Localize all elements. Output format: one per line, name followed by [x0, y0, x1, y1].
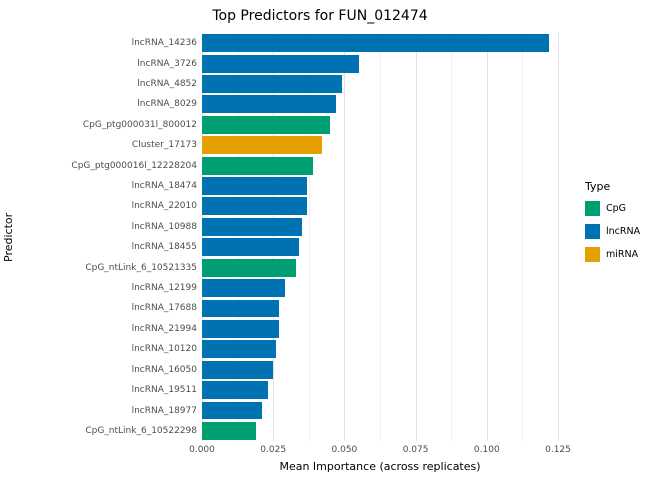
gridline-minor	[380, 33, 381, 441]
bar-row	[202, 257, 558, 277]
y-tick-label: lncRNA_18977	[131, 405, 197, 416]
gridline-minor	[237, 33, 239, 441]
legend-swatch-lncrna	[585, 224, 600, 239]
gridline-minor	[451, 33, 453, 441]
y-tick-label: CpG_ntLink_6_10522298	[85, 425, 197, 436]
bar-row	[202, 176, 558, 196]
gridline-major	[415, 33, 417, 441]
y-tick-label: lncRNA_18455	[131, 242, 197, 253]
bar-row	[202, 155, 558, 175]
bar	[202, 238, 299, 257]
bar	[202, 279, 285, 298]
y-tick-label: lncRNA_3726	[137, 58, 197, 69]
bar	[202, 54, 359, 73]
bar	[202, 258, 296, 277]
x-tick-label: 0.100	[473, 445, 500, 455]
y-tick-label: lncRNA_4852	[137, 79, 197, 90]
y-tick-label: CpG_ptg000016l_12228204	[71, 160, 197, 171]
legend-label: CpG	[606, 203, 627, 214]
x-tick-label: 0.000	[189, 445, 215, 455]
legend-swatch-cpg	[585, 201, 600, 216]
chart-title: Top Predictors for FUN_012474	[212, 8, 428, 24]
y-tick-label: lncRNA_21994	[131, 323, 197, 334]
y-tick-label: CpG_ptg000031l_800012	[82, 119, 197, 130]
y-tick-label: lncRNA_10120	[131, 344, 197, 355]
bar-row	[202, 298, 558, 318]
bar-row	[202, 135, 558, 155]
gridline-major	[273, 33, 275, 441]
gridline-minor	[308, 33, 310, 441]
gridline-major	[486, 33, 488, 441]
legend-label: lncRNA	[606, 226, 641, 237]
legend-swatch-mirna	[585, 247, 600, 262]
legend-title: Type	[585, 180, 611, 193]
x-tick-labels: 0.000 0.025 0.050 0.075 0.100 0.125	[189, 445, 571, 457]
x-tick-label: 0.125	[545, 445, 571, 455]
bar-row	[202, 94, 558, 114]
x-axis-label: Mean Importance (across replicates)	[279, 460, 481, 473]
bar	[202, 136, 322, 155]
legend-label: miRNA	[606, 249, 639, 260]
y-tick-label: lncRNA_14236	[131, 38, 197, 49]
bar-row	[202, 400, 558, 420]
gridline-major	[558, 33, 559, 441]
x-tick-label: 0.050	[331, 445, 358, 455]
bar	[202, 95, 336, 114]
bar-row	[202, 339, 558, 359]
y-tick-label: lncRNA_16050	[131, 364, 197, 375]
y-tick-label: lncRNA_12199	[131, 283, 197, 294]
bar	[202, 75, 342, 93]
bar-row	[202, 237, 558, 257]
legend-entries: CpG lncRNA miRNA	[585, 201, 670, 262]
y-tick-label: lncRNA_8029	[137, 99, 197, 110]
bar	[202, 319, 279, 338]
y-tick-label: lncRNA_10988	[131, 221, 197, 232]
bar	[202, 115, 331, 134]
bar	[202, 177, 308, 196]
legend-entry: CpG	[585, 201, 670, 216]
bar-row	[202, 53, 558, 73]
gridline-minor	[522, 33, 524, 441]
bar	[202, 421, 257, 440]
y-tick-labels: lncRNA_14236 lncRNA_3726 lncRNA_4852 lncRNA…	[20, 33, 197, 441]
bar-row	[202, 319, 558, 339]
y-tick-label: lncRNA_22010	[131, 201, 197, 212]
y-axis-label: Predictor	[2, 212, 15, 262]
bar	[202, 217, 302, 236]
legend: Type CpG lncRNA miRNA	[585, 180, 670, 270]
gridline-major	[344, 33, 346, 441]
legend-entry: miRNA	[585, 247, 670, 262]
y-tick-label: Cluster_17173	[131, 140, 197, 151]
bar	[202, 299, 279, 318]
y-tick-label: lncRNA_19511	[131, 385, 197, 396]
bar-row	[202, 217, 558, 237]
bar-row	[202, 115, 558, 135]
bar-row	[202, 360, 558, 380]
legend-entry: lncRNA	[585, 224, 670, 239]
bar	[202, 156, 314, 175]
bar	[202, 34, 550, 53]
bar	[202, 360, 274, 379]
bar-row	[202, 421, 558, 441]
bar-row	[202, 196, 558, 216]
bar-row	[202, 278, 558, 298]
bar	[202, 340, 277, 359]
y-tick-label: lncRNA_17688	[131, 303, 197, 314]
bar	[202, 401, 262, 420]
bars-container	[202, 33, 558, 441]
x-tick-label: 0.025	[260, 445, 287, 455]
bar-row	[202, 380, 558, 400]
y-tick-label: lncRNA_18474	[131, 181, 197, 192]
x-tick-label: 0.075	[402, 445, 429, 455]
bar	[202, 197, 308, 216]
bar	[202, 381, 268, 400]
bar-row	[202, 74, 558, 94]
gridline-major	[202, 33, 203, 441]
plot-panel	[202, 33, 559, 441]
y-tick-label: CpG_ntLink_6_10521335	[85, 262, 197, 273]
bar-row	[202, 33, 558, 53]
